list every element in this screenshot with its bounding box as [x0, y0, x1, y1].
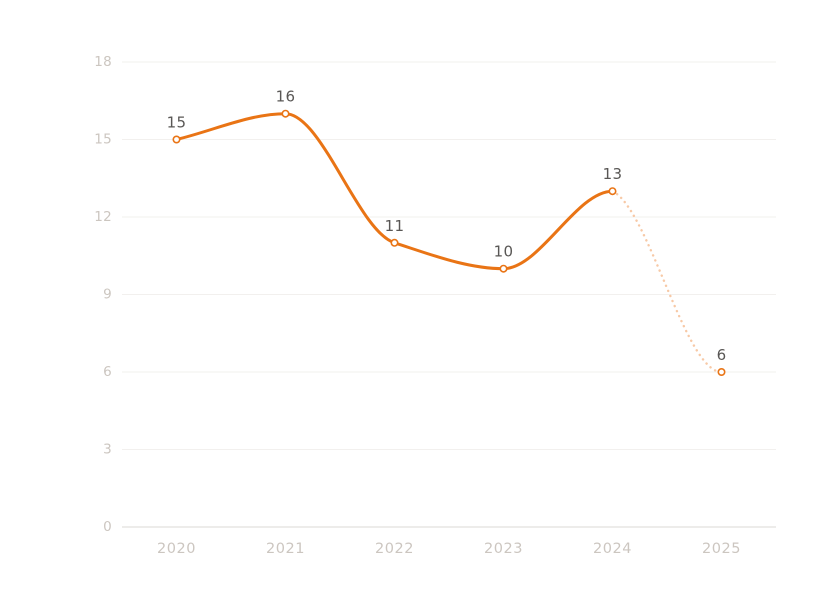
data-point-label: 10 — [494, 243, 514, 261]
y-axis-tick-label: 3 — [103, 442, 112, 458]
x-axis-tick-label: 2020 — [157, 541, 196, 557]
x-axis-tick-label: 2023 — [484, 541, 523, 557]
data-point-label: 16 — [276, 88, 296, 106]
data-point-marker[interactable] — [499, 264, 508, 273]
y-axis-tick-label: 18 — [94, 54, 112, 70]
data-point-marker[interactable] — [608, 187, 617, 196]
y-axis-tick-label: 6 — [103, 364, 112, 380]
y-axis-tick-label: 12 — [94, 209, 112, 225]
x-axis-tick-label: 2022 — [375, 541, 414, 557]
x-axis-tick-label: 2025 — [702, 541, 741, 557]
data-point-label: 13 — [603, 165, 623, 183]
data-point-label: 11 — [385, 217, 405, 235]
data-point-marker[interactable] — [390, 238, 399, 247]
y-axis-tick-label: 15 — [94, 132, 112, 148]
x-axis-tick-label: 2021 — [266, 541, 305, 557]
y-axis-tick-label: 0 — [103, 519, 112, 535]
data-point-marker[interactable] — [281, 109, 290, 118]
data-point-label: 6 — [717, 346, 727, 364]
data-point-marker[interactable] — [717, 367, 726, 376]
data-point-marker[interactable] — [172, 135, 181, 144]
x-axis-tick-label: 2024 — [593, 541, 632, 557]
forecast-line-path — [611, 190, 723, 374]
y-axis-tick-label: 9 — [103, 287, 112, 303]
data-point-label: 15 — [167, 114, 187, 132]
